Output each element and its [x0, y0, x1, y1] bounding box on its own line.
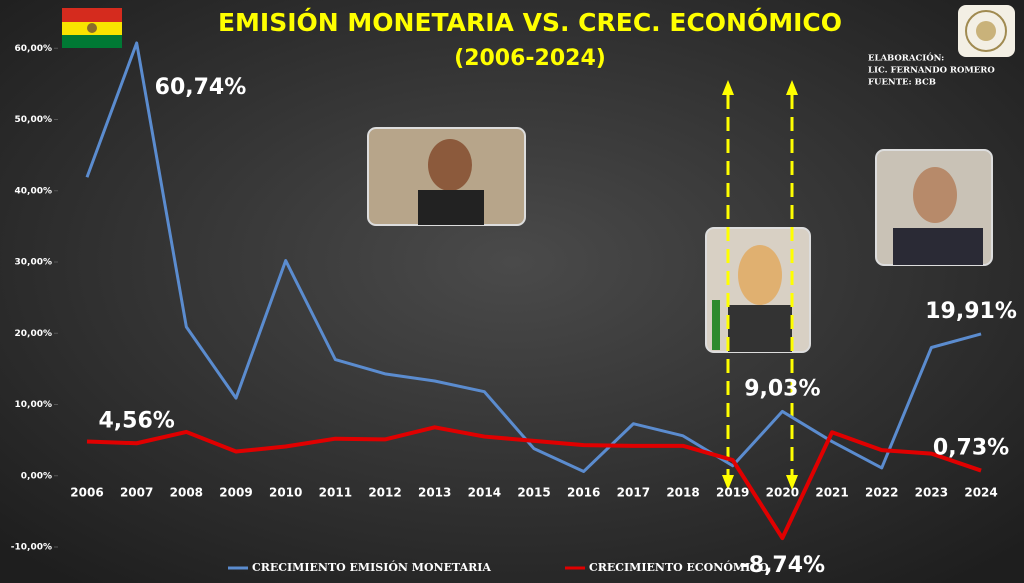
x-tick-label: 2018	[666, 486, 699, 500]
value-label: 0,73%	[933, 436, 1009, 461]
series-line	[85, 41, 982, 473]
series-line	[86, 425, 982, 541]
value-label: 4,56%	[99, 408, 175, 433]
y-tick-label: 20,00%	[15, 329, 53, 339]
y-tick-label: 50,00%	[15, 115, 53, 125]
photo	[875, 149, 993, 266]
x-tick-label: 2015	[517, 486, 550, 500]
y-tick-label: 30,00%	[15, 258, 53, 268]
x-tick-label: 2013	[418, 486, 451, 500]
x-tick-label: 2012	[368, 486, 401, 500]
x-tick-label: 2007	[120, 486, 153, 500]
chart-subtitle: (2006-2024)	[454, 46, 606, 71]
x-tick-label: 2019	[716, 486, 749, 500]
x-tick-label: 2023	[915, 486, 948, 500]
x-tick-label: 2021	[815, 486, 848, 500]
annotation: FUENTE: BCB	[868, 78, 936, 88]
x-tick-label: 2006	[70, 486, 103, 500]
y-tick-label: 10,00%	[15, 400, 53, 410]
value-label: 60,74%	[155, 75, 247, 100]
logo	[958, 5, 1015, 57]
arrow	[722, 80, 798, 490]
chart-title: EMISIÓN MONETARIA VS. CREC. ECONÓMICO	[218, 7, 842, 37]
x-tick-label: 2020	[766, 486, 799, 500]
x-tick-label: 2008	[170, 486, 203, 500]
x-tick-label: 2016	[567, 486, 600, 500]
y-tick-label: 60,00%	[15, 44, 53, 54]
value-label: -8,74%	[740, 553, 825, 578]
annotation: ELABORACIÓN:	[868, 52, 944, 64]
y-tick-label: 40,00%	[15, 186, 53, 196]
x-tick-label: 2011	[319, 486, 352, 500]
x-tick-label: 2009	[219, 486, 252, 500]
y-tick-label: -10,00%	[11, 543, 52, 553]
x-tick-label: 2014	[468, 486, 501, 500]
legend-label: CRECIMIENTO ECONÓMICO	[589, 560, 769, 574]
value-label: 9,03%	[744, 376, 820, 401]
x-tick-label: 2017	[617, 486, 650, 500]
x-tick-label: 2010	[269, 486, 302, 500]
legend-label: CRECIMIENTO EMISIÓN MONETARIA	[252, 560, 491, 574]
photo	[367, 127, 526, 226]
annotation: LIC. FERNANDO ROMERO	[868, 66, 995, 76]
value-label: 19,91%	[925, 299, 1017, 324]
flag	[62, 8, 122, 48]
x-tick-label: 2024	[964, 486, 997, 500]
x-tick-label: 2022	[865, 486, 898, 500]
y-tick-label: 0,00%	[21, 471, 52, 481]
photo	[705, 227, 811, 353]
